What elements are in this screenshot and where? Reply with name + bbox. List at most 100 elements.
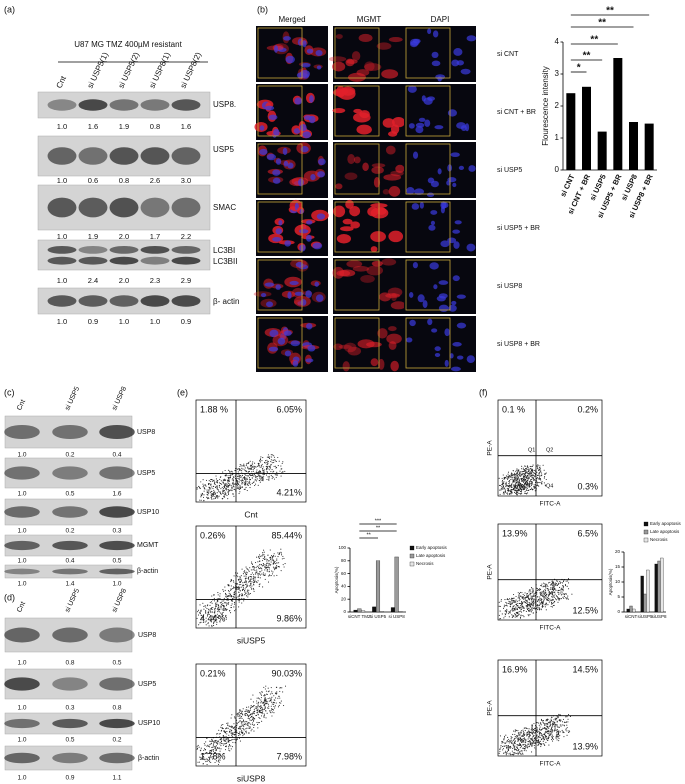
event-dot (233, 586, 235, 588)
event-dot (254, 576, 256, 578)
event-dot (230, 730, 232, 732)
event-dot (222, 611, 224, 613)
event-dot (238, 468, 240, 470)
event-dot (553, 721, 556, 723)
event-dot (200, 747, 202, 749)
event-dot (268, 707, 270, 709)
event-dot (231, 739, 233, 741)
event-dot (540, 739, 542, 741)
event-dot (530, 729, 532, 731)
event-dot (520, 738, 522, 740)
event-dot (514, 490, 516, 492)
event-dot (238, 717, 240, 719)
event-dot (198, 746, 200, 748)
event-dot (545, 723, 547, 725)
event-dot (528, 599, 531, 601)
event-dot (545, 734, 547, 737)
blot-band (78, 99, 108, 111)
event-dot (233, 726, 235, 728)
event-dot (547, 604, 549, 606)
event-dot (230, 612, 232, 614)
event-dot (511, 614, 513, 616)
significance: ** (590, 35, 598, 46)
blot-band (4, 677, 40, 691)
event-dot (263, 716, 265, 718)
band-value: 0.9 (88, 317, 98, 326)
event-dot (203, 753, 205, 756)
event-dot (558, 740, 560, 742)
event-dot (259, 556, 261, 558)
event-dot (529, 590, 531, 592)
channel-header: Merged (278, 15, 305, 24)
event-dot (517, 486, 519, 488)
event-dot (557, 583, 559, 585)
event-dot (219, 733, 221, 735)
event-dot (271, 715, 273, 717)
event-dot (266, 712, 268, 714)
event-dot (549, 598, 551, 600)
blot-band (99, 466, 135, 480)
event-dot (243, 469, 246, 471)
event-dot (511, 741, 513, 743)
event-dot (223, 730, 226, 732)
event-dot (531, 729, 533, 731)
event-dot (550, 718, 552, 720)
cell-blue (287, 162, 294, 169)
event-dot (261, 691, 263, 693)
event-dot (512, 476, 514, 478)
event-dot (505, 604, 507, 606)
event-dot (208, 756, 210, 758)
event-dot (569, 715, 572, 717)
event-dot (533, 599, 535, 601)
event-dot (200, 614, 202, 616)
event-dot (249, 719, 251, 721)
blot-band (171, 246, 201, 254)
event-dot (239, 728, 241, 730)
event-dot (565, 593, 567, 595)
event-dot (264, 555, 266, 557)
event-dot (540, 601, 542, 603)
event-dot (527, 489, 530, 491)
y-tick-label: 0 (617, 609, 620, 614)
significance: * (577, 63, 581, 74)
band-value: 1.0 (17, 705, 26, 712)
cell-red (347, 72, 366, 82)
event-dot (240, 716, 242, 718)
event-dot (516, 469, 518, 471)
event-dot (222, 481, 224, 483)
cell-blue (451, 59, 460, 67)
event-dot (513, 605, 515, 607)
event-dot (211, 618, 213, 620)
cell-blue (451, 300, 457, 306)
event-dot (521, 465, 523, 467)
event-dot (227, 603, 229, 605)
event-dot (505, 751, 507, 754)
event-dot (212, 741, 215, 743)
event-dot (217, 616, 219, 618)
event-dot (520, 595, 522, 597)
event-dot (531, 731, 533, 733)
event-dot (207, 622, 209, 624)
event-dot (532, 464, 534, 466)
band-value: 2.4 (88, 276, 98, 285)
event-dot (514, 483, 517, 485)
event-dot (561, 588, 563, 591)
event-dot (510, 601, 512, 603)
event-dot (539, 482, 541, 484)
event-dot (258, 584, 260, 586)
channel-header: DAPI (431, 15, 450, 24)
blot-band (99, 677, 135, 691)
event-dot (531, 607, 533, 609)
event-dot (250, 561, 253, 563)
event-dot (214, 612, 216, 614)
event-dot (517, 479, 519, 481)
event-dot (526, 469, 528, 471)
event-dot (238, 475, 240, 477)
blot-band (47, 197, 77, 218)
event-dot (263, 473, 265, 475)
event-dot (532, 592, 534, 594)
event-dot (206, 752, 208, 754)
protein-label: SMAC (213, 203, 236, 212)
cell-red (388, 326, 397, 332)
event-dot (220, 605, 222, 607)
